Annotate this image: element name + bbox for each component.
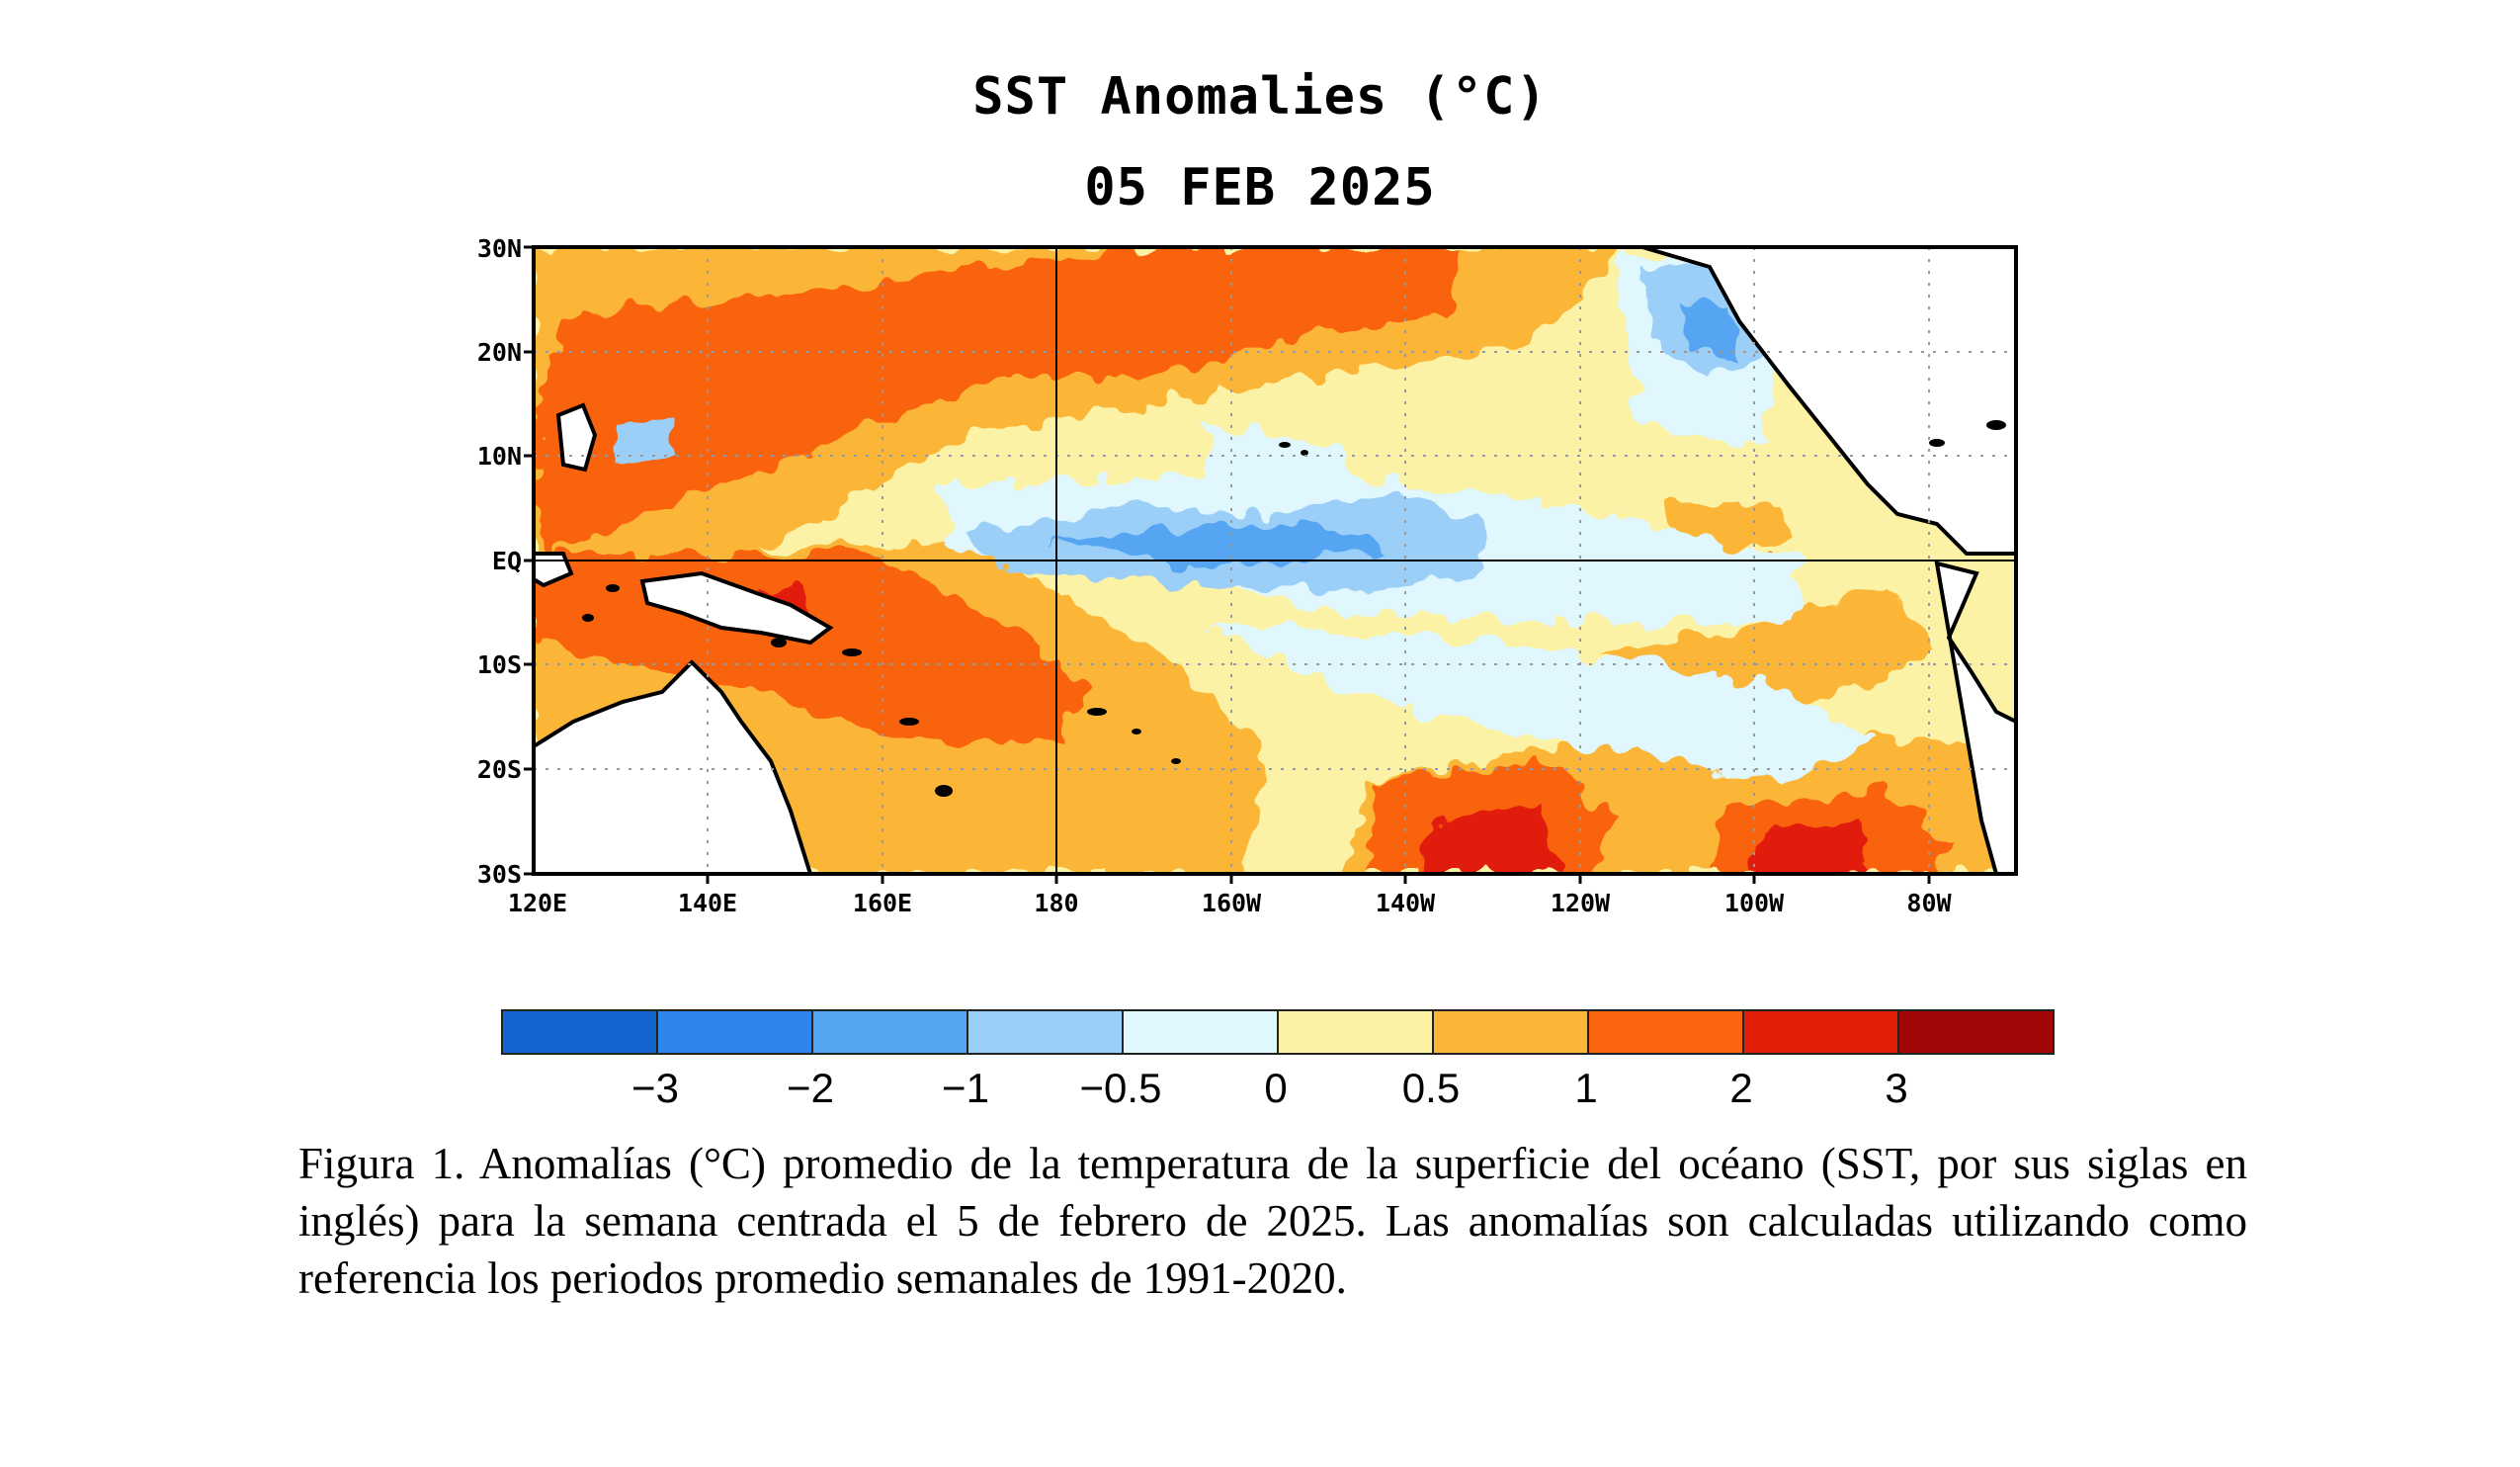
colorbar-swatch [1432, 1009, 1589, 1055]
lon-axis: 120E 140E 160E 180 160W 140W 120W 100W 8… [508, 874, 1953, 917]
sst-anomaly-map: 30N 20N 10N EQ 10S 20S 30S 120E 140E 160… [477, 234, 2018, 917]
colorbar-swatch [501, 1009, 658, 1055]
colorbar-label-1: 1 [1574, 1065, 1597, 1111]
colorbar-swatch [966, 1009, 1124, 1055]
anomaly-field [534, 247, 2016, 874]
lon-label-180: 180 [1034, 889, 1078, 917]
colorbar-legend: −3 −2 −1 −0.5 0 0.5 1 2 3 [501, 1009, 2055, 1111]
lon-label-120w: 120W [1551, 889, 1611, 917]
colorbar-swatch [1897, 1009, 2055, 1055]
lat-label-eq: EQ [492, 547, 522, 575]
lon-label-120e: 120E [508, 889, 567, 917]
lon-label-140e: 140E [678, 889, 737, 917]
lat-label-30n: 30N [477, 234, 522, 263]
colorbar-label-0: 0 [1264, 1065, 1287, 1111]
lat-label-20n: 20N [477, 338, 522, 367]
colorbar-swatch [656, 1009, 813, 1055]
lon-label-140w: 140W [1376, 889, 1436, 917]
colorbar-label-neg0-5: −0.5 [1080, 1065, 1162, 1111]
lat-label-10n: 10N [477, 442, 522, 471]
colorbar-label-neg2: −2 [787, 1065, 834, 1111]
map-date: 05 FEB 2025 [1084, 158, 1436, 217]
colorbar-swatch [1742, 1009, 1899, 1055]
lon-label-160w: 160W [1202, 889, 1262, 917]
colorbar-label-neg3: −3 [631, 1065, 679, 1111]
lon-label-100w: 100W [1724, 889, 1785, 917]
lat-label-20s: 20S [477, 755, 522, 784]
colorbar-label-neg1: −1 [942, 1065, 989, 1111]
colorbar-label-0-5: 0.5 [1402, 1065, 1460, 1111]
figure-caption: Figura 1. Anomalías (°C) promedio de la … [298, 1139, 2247, 1303]
lat-axis: 30N 20N 10N EQ 10S 20S 30S [477, 234, 534, 889]
land-masses [534, 247, 2016, 874]
lon-label-160e: 160E [853, 889, 912, 917]
gridlines [534, 247, 2016, 874]
colorbar-swatch [811, 1009, 968, 1055]
colorbar-label-3: 3 [1885, 1065, 1907, 1111]
colorbar-swatch [1587, 1009, 1744, 1055]
lon-label-80w: 80W [1906, 889, 1952, 917]
colorbar-swatches [501, 1009, 2055, 1055]
colorbar-swatch [1122, 1009, 1279, 1055]
map-title: SST Anomalies (°C) [972, 67, 1548, 127]
colorbar-label-2: 2 [1729, 1065, 1752, 1111]
island-marks [582, 420, 2006, 797]
colorbar-swatch [1277, 1009, 1434, 1055]
lat-label-10s: 10S [477, 650, 522, 679]
lat-label-30s: 30S [477, 860, 522, 889]
